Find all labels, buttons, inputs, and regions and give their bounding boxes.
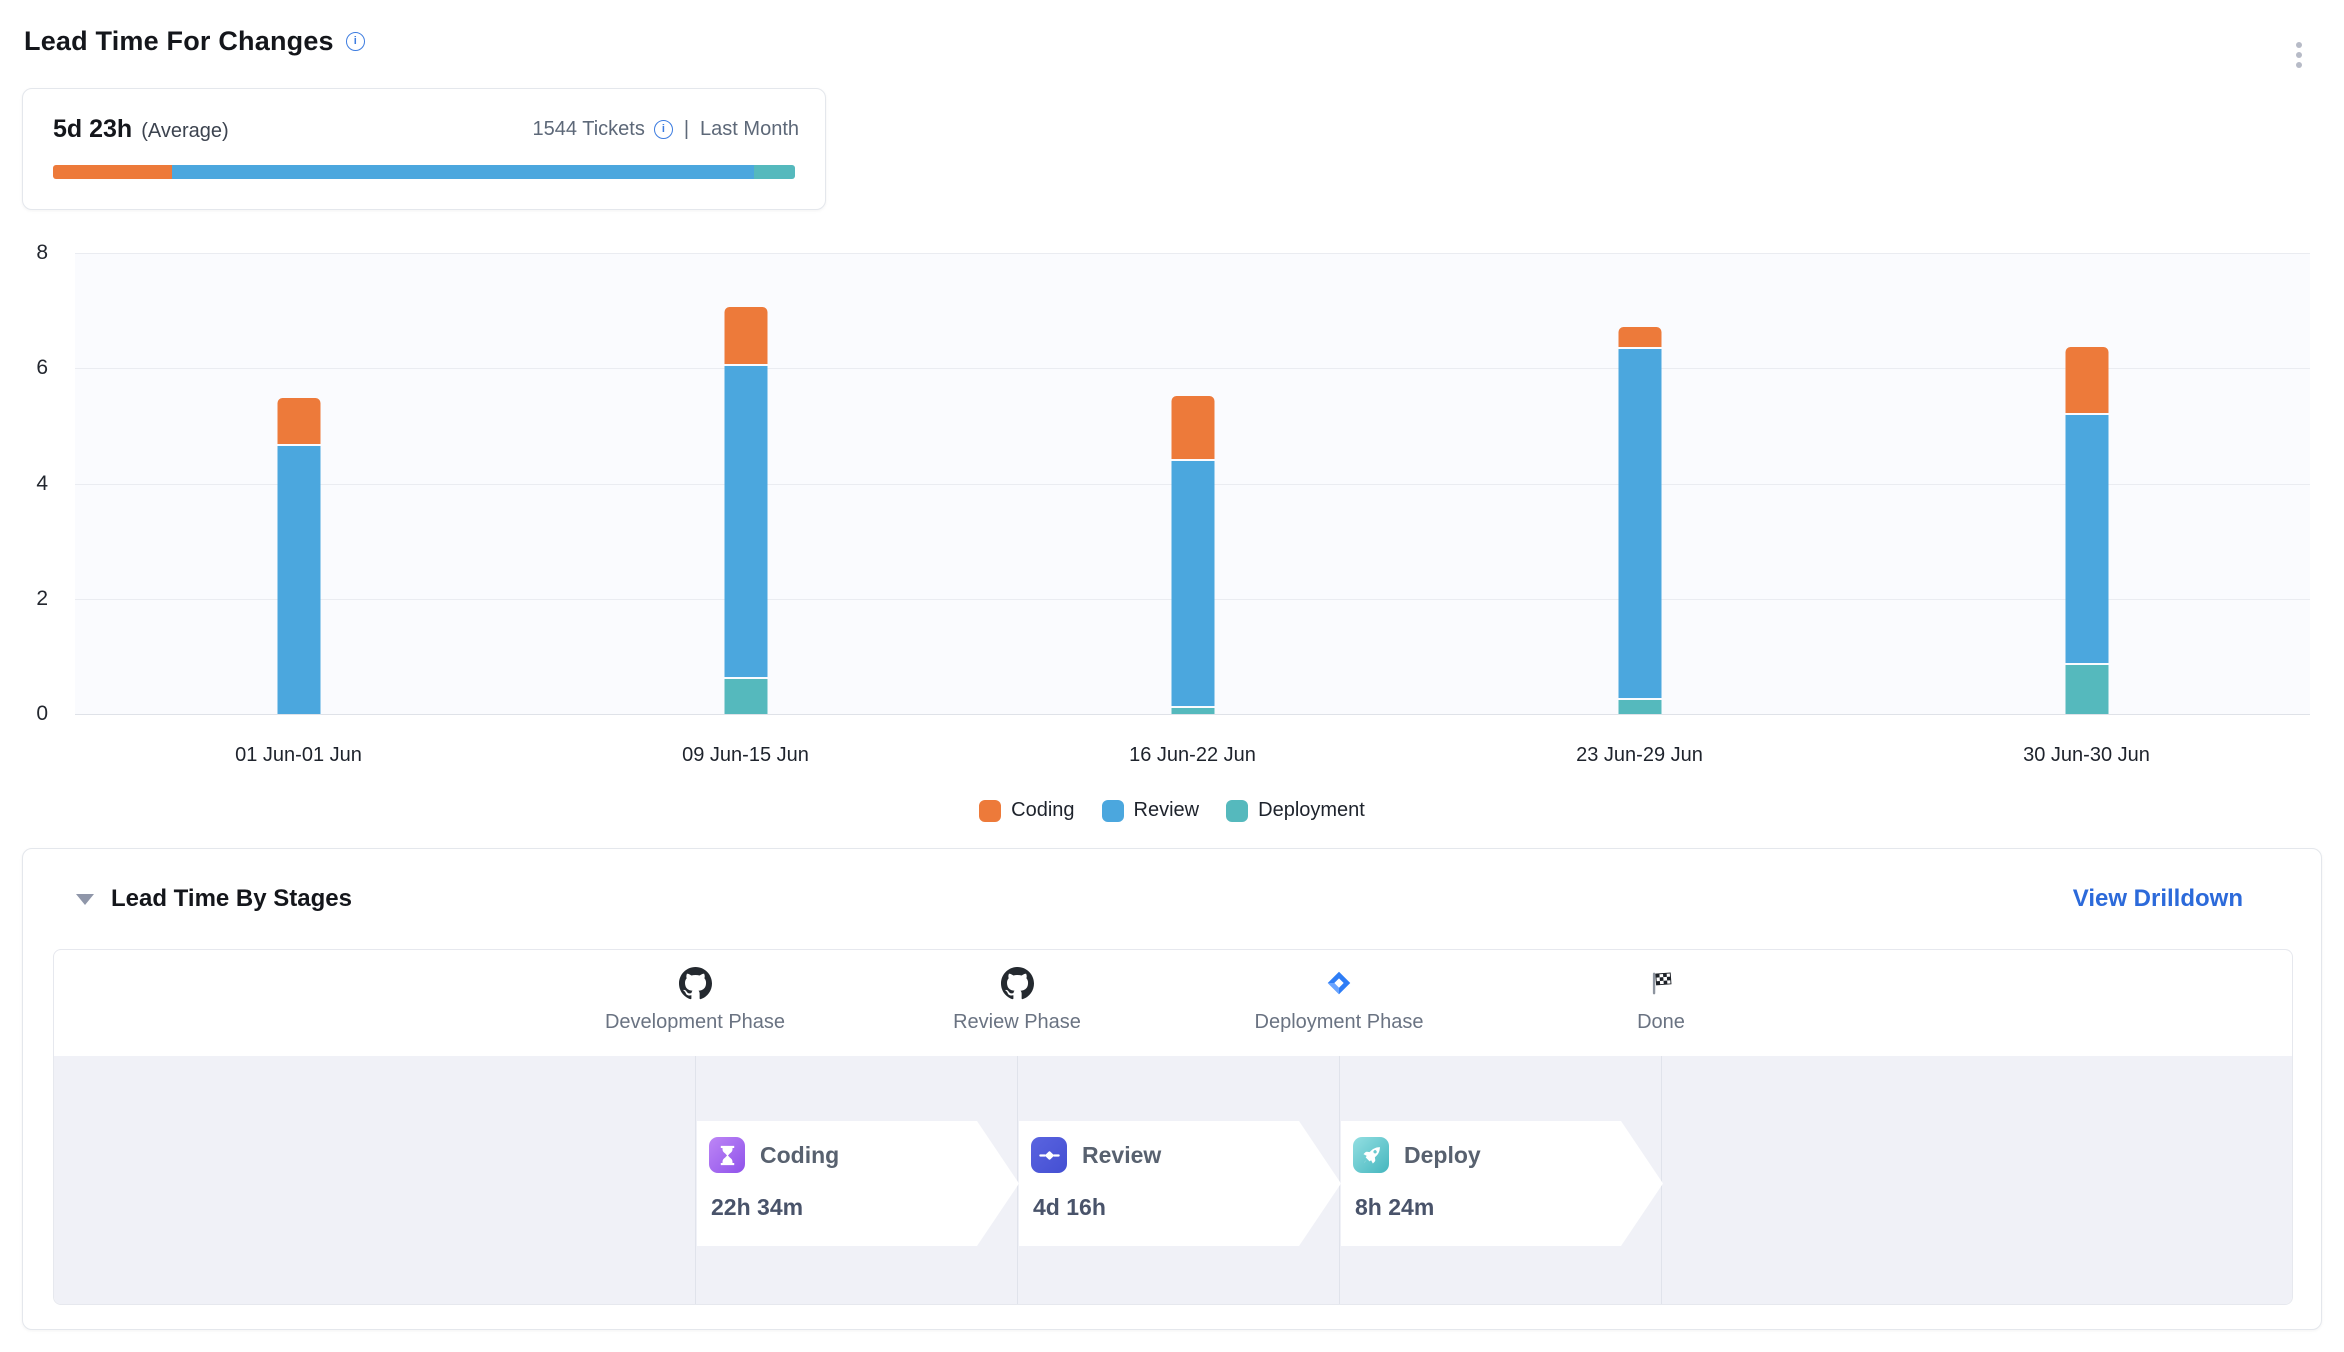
view-drilldown-link[interactable]: View Drilldown xyxy=(2072,885,2243,912)
phase-header-1: Development Phase xyxy=(535,950,855,1034)
legend-item-deployment[interactable]: Deployment xyxy=(1226,799,1365,822)
bar-segment-deployment[interactable] xyxy=(1618,699,1661,714)
x-axis-label-2: 09 Jun-15 Jun xyxy=(682,744,809,766)
column-divider xyxy=(1339,1056,1340,1304)
page-title: Lead Time For Changes xyxy=(24,26,334,56)
y-tick-label-2: 2 xyxy=(36,586,48,610)
commit-icon xyxy=(1031,1137,1067,1173)
github-icon xyxy=(678,965,712,1001)
legend-swatch-deployment xyxy=(1226,799,1249,822)
stage-label: Deploy xyxy=(1404,1141,1481,1168)
summary-card: 5d 23h (Average) 1544 Tickets i | Last M… xyxy=(22,88,826,210)
tickets-count: 1544 Tickets xyxy=(532,118,645,140)
period-label: Last Month xyxy=(700,118,799,140)
y-tick-label-4: 4 xyxy=(36,471,48,495)
bar-segment-deployment[interactable] xyxy=(1171,708,1214,714)
bar-segment-review[interactable] xyxy=(724,366,767,678)
bar-segment-review[interactable] xyxy=(1171,461,1214,707)
x-axis-label-3: 16 Jun-22 Jun xyxy=(1129,744,1256,766)
legend-label: Coding xyxy=(1011,799,1075,821)
tickets-info-icon[interactable]: i xyxy=(653,120,673,139)
legend-label: Deployment xyxy=(1258,799,1365,821)
bar-segment-coding[interactable] xyxy=(1171,395,1214,460)
meta-separator: | xyxy=(683,118,690,140)
stage-card-review[interactable]: Review 4d 16h xyxy=(1019,1121,1341,1246)
y-tick-label-0: 0 xyxy=(36,702,48,725)
bar-segment-review[interactable] xyxy=(2065,415,2108,664)
rocket-icon xyxy=(1353,1137,1389,1173)
stages-title: Lead Time By Stages xyxy=(111,885,352,912)
stages-header: Lead Time By Stages View Drilldown xyxy=(76,885,2243,913)
gridline-y-0 xyxy=(75,714,2310,715)
progress-segment-coding xyxy=(53,165,172,179)
phase-header-3: Deployment Phase xyxy=(1179,950,1499,1034)
bar-segment-coding[interactable] xyxy=(2065,346,2108,414)
checkered-flag-icon xyxy=(1647,965,1676,1001)
stage-duration: 22h 34m xyxy=(711,1194,804,1220)
progress-segment-review xyxy=(171,165,755,179)
bar-segment-coding[interactable] xyxy=(724,306,767,365)
bar-segment-review[interactable] xyxy=(277,446,320,714)
stage-label: Review xyxy=(1082,1141,1162,1168)
bar-group-3[interactable] xyxy=(1171,395,1214,714)
legend-swatch-review xyxy=(1101,799,1124,822)
x-axis-label-4: 23 Jun-29 Jun xyxy=(1576,744,1703,766)
bar-segment-deployment[interactable] xyxy=(2065,665,2108,714)
gridline-y-8 xyxy=(75,253,2310,254)
summary-progress-bar xyxy=(53,165,795,179)
hourglass-icon xyxy=(709,1137,745,1173)
bar-segment-deployment[interactable] xyxy=(724,679,767,714)
y-tick-label-8: 8 xyxy=(36,241,48,264)
progress-segment-deployment xyxy=(754,165,795,179)
bar-segment-coding[interactable] xyxy=(1618,326,1661,347)
bar-group-2[interactable] xyxy=(724,306,767,714)
stage-card-deploy[interactable]: Deploy 8h 24m xyxy=(1341,1121,1663,1246)
phase-label: Review Phase xyxy=(953,1011,1081,1033)
column-divider xyxy=(695,1056,696,1304)
lead-time-by-stages-card: Lead Time By Stages View Drilldown Devel… xyxy=(22,848,2322,1330)
bar-group-4[interactable] xyxy=(1618,326,1661,714)
bar-segment-review[interactable] xyxy=(1618,348,1661,698)
legend-item-coding[interactable]: Coding xyxy=(979,799,1075,822)
stage-duration: 8h 24m xyxy=(1355,1194,1435,1220)
legend-item-review[interactable]: Review xyxy=(1101,799,1200,822)
stage-duration: 4d 16h xyxy=(1033,1194,1106,1220)
y-tick-label-6: 6 xyxy=(36,356,48,380)
x-axis-labels: 01 Jun-01 Jun 09 Jun-15 Jun 16 Jun-22 Jun 2… xyxy=(75,744,2310,774)
collapse-caret-icon[interactable] xyxy=(76,893,94,905)
phase-label: Development Phase xyxy=(604,1011,786,1033)
stage-table: Development Phase Review Phase Deployment … xyxy=(53,949,2293,1305)
phase-label: Deployment Phase xyxy=(1254,1011,1424,1033)
x-axis-label-5: 30 Jun-30 Jun xyxy=(2023,744,2150,766)
jira-icon xyxy=(1324,965,1354,1001)
chart-legend: Coding Review Deployment xyxy=(0,799,2344,822)
average-lead-time-value: 5d 23h xyxy=(53,115,133,143)
bar-group-1[interactable] xyxy=(277,397,320,714)
bar-segment-coding[interactable] xyxy=(277,397,320,445)
average-qualifier: (Average) xyxy=(141,120,229,142)
github-icon xyxy=(1000,965,1034,1001)
stage-label: Coding xyxy=(760,1141,840,1168)
lead-time-chart: 01 Jun-01 Jun 09 Jun-15 Jun 16 Jun-22 Jun 2… xyxy=(0,241,2344,822)
title-info-icon[interactable]: i xyxy=(345,32,365,51)
legend-label: Review xyxy=(1133,799,1200,821)
phase-label: Done xyxy=(1637,1011,1685,1033)
column-divider xyxy=(1661,1056,1662,1304)
column-divider xyxy=(1017,1056,1018,1304)
chart-plot xyxy=(75,253,2310,715)
page-header: Lead Time For Changes i xyxy=(24,26,365,57)
phase-header-4: Done xyxy=(1501,950,1821,1034)
kebab-menu-icon[interactable] xyxy=(2292,38,2306,72)
stage-card-coding[interactable]: Coding 22h 34m xyxy=(697,1121,1019,1246)
gridline-y-6 xyxy=(75,368,2310,370)
x-axis-label-1: 01 Jun-01 Jun xyxy=(235,744,362,766)
legend-swatch-coding xyxy=(979,799,1002,822)
bar-group-5[interactable] xyxy=(2065,346,2108,714)
phase-header-2: Review Phase xyxy=(857,950,1177,1034)
